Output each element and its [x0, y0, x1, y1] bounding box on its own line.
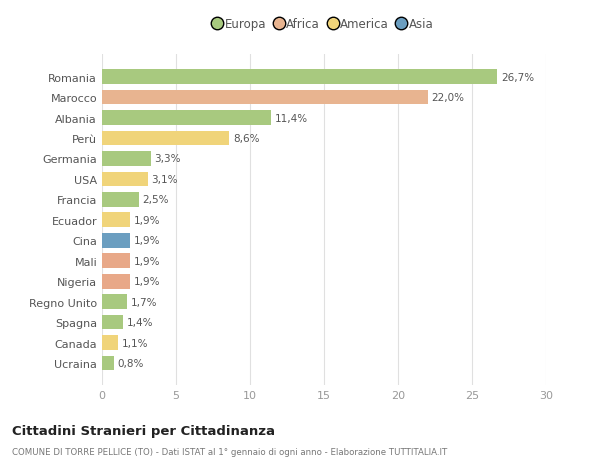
Text: 0,8%: 0,8% — [118, 358, 144, 368]
Text: 1,1%: 1,1% — [122, 338, 148, 348]
Text: Cittadini Stranieri per Cittadinanza: Cittadini Stranieri per Cittadinanza — [12, 425, 275, 437]
Text: 8,6%: 8,6% — [233, 134, 259, 144]
Bar — [102, 90, 428, 105]
Bar — [102, 193, 139, 207]
Bar — [102, 131, 229, 146]
Bar — [102, 111, 271, 126]
Text: 26,7%: 26,7% — [501, 73, 534, 83]
Bar — [102, 274, 130, 289]
Legend: Europa, Africa, America, Asia: Europa, Africa, America, Asia — [211, 15, 437, 35]
Bar — [102, 336, 118, 350]
Bar — [102, 152, 151, 167]
Text: 3,1%: 3,1% — [152, 174, 178, 185]
Text: COMUNE DI TORRE PELLICE (TO) - Dati ISTAT al 1° gennaio di ogni anno - Elaborazi: COMUNE DI TORRE PELLICE (TO) - Dati ISTA… — [12, 448, 447, 457]
Text: 1,9%: 1,9% — [134, 215, 160, 225]
Text: 1,9%: 1,9% — [134, 256, 160, 266]
Text: 1,7%: 1,7% — [131, 297, 157, 307]
Text: 2,5%: 2,5% — [143, 195, 169, 205]
Bar — [102, 315, 123, 330]
Text: 1,9%: 1,9% — [134, 277, 160, 286]
Bar — [102, 254, 130, 269]
Text: 1,9%: 1,9% — [134, 236, 160, 246]
Bar — [102, 172, 148, 187]
Text: 3,3%: 3,3% — [155, 154, 181, 164]
Bar — [102, 213, 130, 228]
Text: 22,0%: 22,0% — [431, 93, 464, 103]
Bar — [102, 295, 127, 309]
Text: 1,4%: 1,4% — [127, 317, 153, 327]
Text: 11,4%: 11,4% — [274, 113, 308, 123]
Bar — [102, 233, 130, 248]
Bar — [102, 70, 497, 85]
Bar — [102, 356, 114, 370]
